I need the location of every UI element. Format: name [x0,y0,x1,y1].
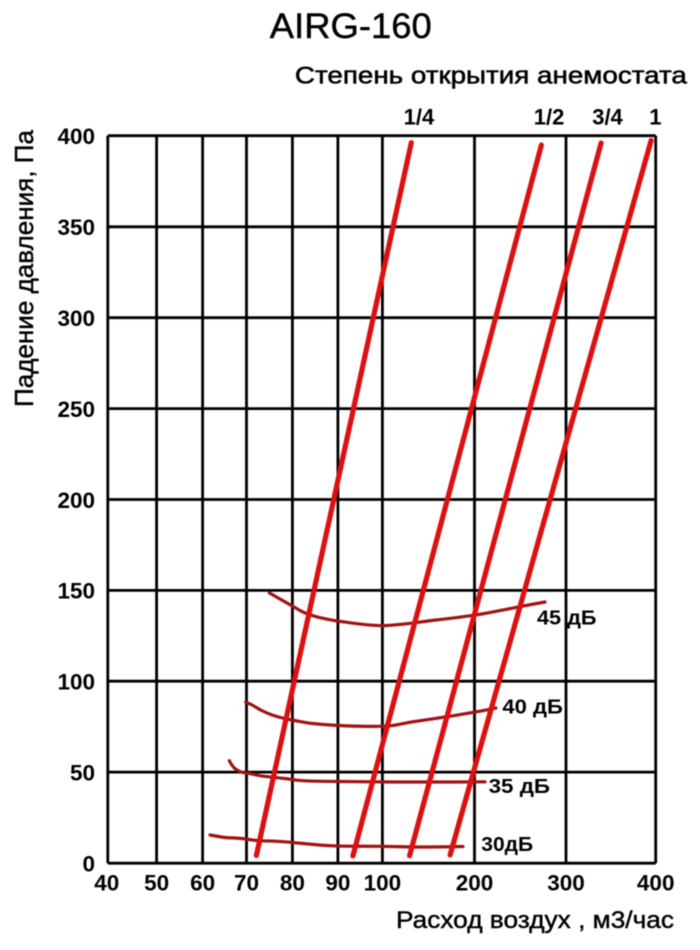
svg-text:400: 400 [57,124,95,149]
svg-text:250: 250 [57,397,95,422]
svg-text:Расход воздух , м3/час: Расход воздух , м3/час [396,907,674,934]
svg-text:45 дБ: 45 дБ [537,608,597,630]
svg-text:300: 300 [547,870,585,895]
svg-text:0: 0 [82,852,95,877]
svg-text:70: 70 [234,870,259,895]
svg-text:1/4: 1/4 [404,104,435,129]
svg-text:35 дБ: 35 дБ [489,776,550,798]
svg-text:350: 350 [57,215,95,240]
svg-text:90: 90 [325,870,350,895]
svg-text:60: 60 [190,870,215,895]
svg-text:400: 400 [637,870,675,895]
svg-text:200: 200 [57,488,95,513]
svg-text:40: 40 [94,870,119,895]
svg-text:3/4: 3/4 [592,105,623,130]
svg-text:80: 80 [280,870,305,895]
svg-text:AIRG-160: AIRG-160 [270,7,432,46]
svg-text:100: 100 [57,670,95,695]
svg-text:30дБ: 30дБ [481,834,533,856]
svg-text:50: 50 [144,870,169,895]
svg-text:1/2: 1/2 [534,105,565,130]
svg-text:150: 150 [57,579,95,604]
svg-text:Падение давления, Па: Падение давления, Па [9,129,39,407]
svg-text:40 дБ: 40 дБ [502,696,563,718]
svg-text:100: 100 [364,870,402,895]
svg-text:1: 1 [649,105,661,130]
svg-text:50: 50 [70,760,95,785]
svg-text:Степень открытия анемостата: Степень открытия анемостата [295,63,687,90]
svg-text:200: 200 [456,870,494,895]
svg-text:300: 300 [57,306,95,331]
